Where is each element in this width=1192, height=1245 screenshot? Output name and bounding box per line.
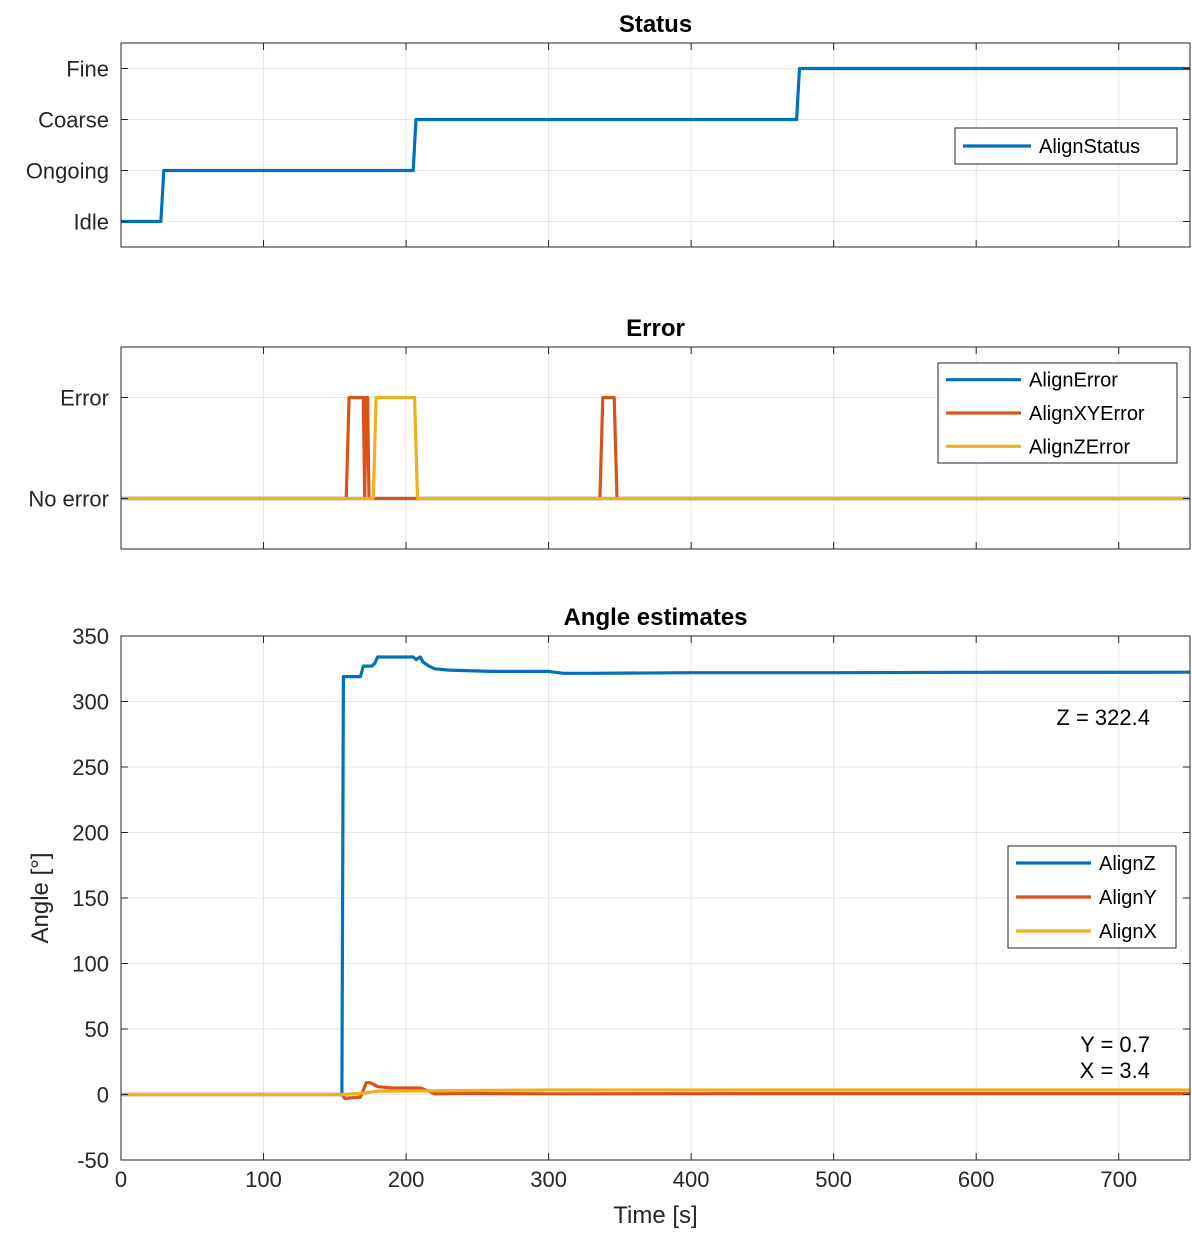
legend: AlignError AlignXYError AlignZError: [937, 362, 1178, 464]
legend-label: AlignZError: [1029, 436, 1130, 458]
series-line-alignstatus: [121, 66, 1190, 224]
y-tick-label: 300: [72, 690, 109, 715]
y-tick-label: 200: [72, 821, 109, 846]
y-tick-label: 0: [97, 1083, 109, 1108]
legend-label: AlignX: [1099, 921, 1157, 943]
y-tick-label: Ongoing: [26, 159, 109, 184]
y-tick-label: Error: [60, 386, 109, 411]
x-tick-label: 100: [245, 1167, 282, 1192]
annotation-label: Z = 322.4: [1056, 705, 1150, 730]
plot-1: Idle Ongoing Coarse Fine Status AlignStatus: [26, 11, 1191, 248]
plot-3: 0 100 200 300 400 500 600 700-50050100150200250…: [27, 604, 1191, 1229]
plot-title: Status: [619, 11, 692, 38]
y-tick-label: Fine: [66, 57, 109, 82]
x-tick-label: 0: [115, 1167, 127, 1192]
y-axis-label: Angle [°]: [27, 853, 54, 944]
x-tick-label: 700: [1100, 1167, 1137, 1192]
y-tick-label: 350: [72, 624, 109, 649]
y-tick-label: Idle: [74, 210, 109, 235]
legend-label: AlignStatus: [1039, 136, 1140, 158]
y-tick-label: 50: [85, 1017, 109, 1042]
legend-label: AlignXYError: [1029, 403, 1145, 425]
y-tick-label: 100: [72, 952, 109, 977]
plot-2: No error Error Error AlignError AlignXYError…: [28, 315, 1191, 550]
y-tick-label: -50: [77, 1148, 109, 1173]
legend-label: AlignZ: [1099, 853, 1156, 875]
plot-title: Angle estimates: [563, 604, 747, 631]
axes-box: [120, 346, 1191, 550]
y-tick-label: Coarse: [38, 108, 109, 133]
y-tick-label: 150: [72, 886, 109, 911]
legend-label: AlignError: [1029, 370, 1118, 392]
series-line-aligny: [121, 1081, 1190, 1100]
y-tick-label: 250: [72, 755, 109, 780]
x-tick-label: 600: [958, 1167, 995, 1192]
series-line-alignz: [121, 655, 1191, 1097]
x-axis-label: Time [s]: [613, 1202, 697, 1229]
series-line-alignzerror: [121, 395, 1190, 501]
y-tick-label: No error: [28, 487, 109, 512]
legend-label: AlignY: [1099, 887, 1157, 909]
legend: AlignZ AlignY AlignX: [1007, 845, 1177, 949]
plot-title: Error: [626, 315, 685, 342]
legend: AlignStatus: [954, 127, 1178, 165]
axes-box: [120, 42, 1191, 248]
annotation-label: X = 3.4: [1080, 1058, 1150, 1083]
annotation-label: Y = 0.7: [1080, 1032, 1150, 1057]
x-tick-label: 200: [388, 1167, 425, 1192]
x-tick-label: 500: [815, 1167, 852, 1192]
x-tick-label: 300: [530, 1167, 567, 1192]
x-tick-label: 400: [673, 1167, 710, 1192]
series-line-alignx: [121, 1088, 1190, 1097]
